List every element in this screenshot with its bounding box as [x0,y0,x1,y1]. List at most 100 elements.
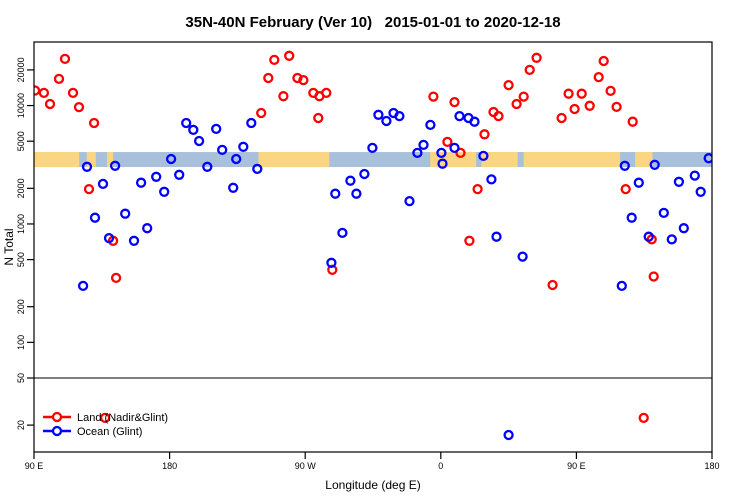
land-data-point [110,272,122,284]
y-tick-label: 2000 [16,178,26,198]
land-data-point [38,87,50,99]
ocean-data-point [246,117,257,129]
ocean-data-point [120,208,131,219]
land-data-point [479,129,490,140]
land-data-point [278,91,289,102]
band-land-segment [635,152,653,168]
land-data-point [524,64,535,76]
y-axis-label: N Total [2,228,16,265]
land-data-point [518,91,529,102]
land-data-point [298,74,309,86]
ocean-data-point [217,144,228,156]
ocean-data-point [666,234,677,245]
ocean-data-point [159,186,170,197]
ocean-data-point [619,160,630,171]
land-data-point [284,50,295,61]
land-data-point [472,183,483,195]
land-data-point [638,412,649,424]
y-tick-label: 20000 [16,57,26,82]
ocean-data-point [703,153,712,164]
land-data-point [256,107,267,119]
y-tick-label: 5000 [16,131,26,151]
legend-label: Land (Nadir&Glint) [77,412,168,424]
ocean-data-point [351,188,362,199]
ocean-data-point [404,195,415,207]
ocean-data-point [469,116,480,127]
land-data-point [611,101,622,113]
land-data-point [605,85,616,97]
land-data-point [455,147,466,159]
land-data-point [269,54,280,66]
land-data-point [556,112,567,124]
ocean-data-point [77,280,89,292]
land-data-point [53,73,65,85]
ocean-data-point [381,115,392,127]
y-tick-label: 200 [16,299,26,314]
land-data-point [531,52,542,63]
land-data-point [99,412,111,424]
ocean-data-point [486,174,497,185]
ocean-data-point [436,147,447,159]
x-tick-label: 90 E [567,461,586,471]
ocean-data-point [359,168,370,180]
land-data-point [576,88,587,99]
land-data-point [67,87,79,99]
land-data-point [321,87,332,99]
land-data-point [648,271,659,282]
ocean-data-point [81,161,93,172]
ocean-data-point [326,257,337,268]
y-tick-label: 100 [16,335,26,350]
ocean-data-point [238,141,249,152]
ocean-data-point [373,109,384,120]
land-data-point [313,112,324,124]
y-tick-label: 500 [16,252,26,267]
land-data-point [88,117,100,129]
x-tick-label: 90 E [25,461,44,471]
ocean-data-point [193,135,205,147]
chart-title: 35N-40N February (Ver 10) 2015-01-01 to … [185,14,560,31]
ocean-data-point [109,160,121,171]
ocean-data-point [103,232,115,244]
ocean-data-point [367,142,378,154]
ocean-data-point [454,110,465,122]
ocean-data-point [165,153,177,165]
band-land-segment [86,152,96,168]
ocean-data-point [689,170,700,181]
ocean-data-point [695,186,706,197]
land-data-point [493,110,504,122]
ocean-data-point [616,280,627,292]
ocean-data-point [97,178,109,190]
land-data-point [620,183,631,195]
legend-marker [51,411,63,423]
land-ocean-band [34,152,712,168]
land-data-point [449,96,460,108]
x-tick-label: 180 [704,461,719,471]
land-data-point [593,71,604,83]
land-data-point [59,53,71,65]
y-tick-label: 50 [16,373,26,383]
band-land-segment [481,152,518,168]
ocean-data-point [211,123,222,135]
y-tick-label: 10000 [16,93,26,118]
ocean-data-point [394,110,405,122]
land-data-point [547,279,558,291]
axes-layer: 20 50 100 200 500 1000 2000 5000 10000 20000 90 E 1… [16,41,720,471]
land-data-point [503,79,514,91]
ocean-data-point [89,212,101,223]
ocean-data-point [337,227,348,239]
ocean-data-point [649,159,660,170]
legend: Land (Nadir&Glint) Ocean (Glint) [43,411,168,438]
band-land-segment [523,152,621,168]
ocean-data-point [491,231,502,242]
ocean-data-point [174,169,185,180]
land-data-point [44,98,56,110]
x-axis-label: Longitude (deg E) [325,478,420,492]
x-tick-label: 180 [162,461,177,471]
land-data-point [598,55,609,67]
ocean-data-point [345,175,356,186]
ocean-data-point [633,177,644,188]
legend-label: Ocean (Glint) [77,426,142,438]
land-data-point [442,136,453,148]
ocean-data-point [673,176,685,187]
